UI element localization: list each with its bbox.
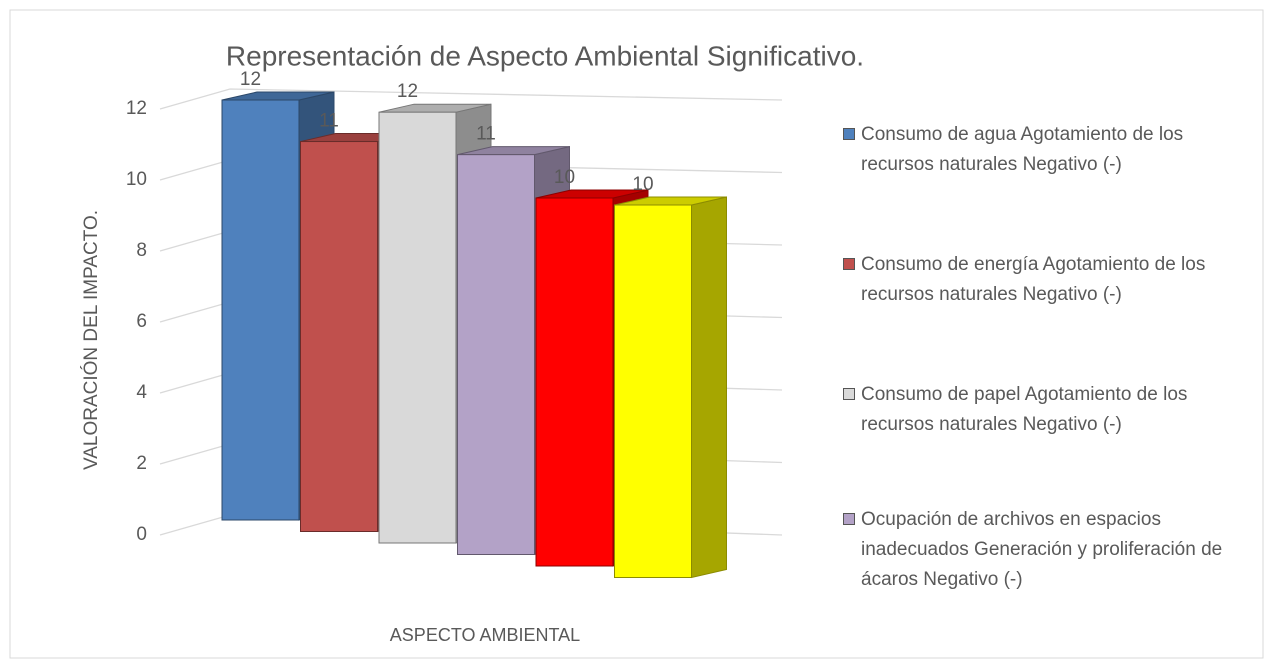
bar [535,197,614,567]
data-label: 12 [240,69,261,90]
x-axis-label: ASPECTO AMBIENTAL [390,625,580,645]
y-tick-label: 10 [126,169,147,190]
legend-label: Consumo de energía Agotamiento de los re… [861,254,1206,305]
bar-side [691,196,727,579]
legend-entry: Consumo de energía Agotamiento de los re… [843,250,1243,310]
y-tick-label: 8 [136,240,147,261]
y-axis-label: VALORACIÓN DEL IMPACTO. [80,210,102,470]
data-label: 10 [632,174,653,195]
data-label: 11 [476,124,496,145]
legend-swatch [843,513,855,525]
legend-swatch [843,128,855,140]
grid-line [159,88,783,110]
legend-swatch [843,388,855,400]
bar [457,154,535,555]
legend-entry: Consumo de agua Agotamiento de los recur… [843,120,1243,180]
y-tick-label: 4 [136,382,147,403]
y-tick-label: 12 [126,98,147,119]
bar [221,99,300,521]
data-label: 12 [397,81,418,102]
chart-title: Representación de Aspecto Ambiental Sign… [226,40,864,71]
legend-label: Consumo de agua Agotamiento de los recur… [861,124,1184,175]
legend-label: Consumo de papel Agotamiento de los recu… [861,384,1188,435]
legend-entry: Consumo de papel Agotamiento de los recu… [843,380,1243,440]
bar [378,111,457,544]
y-tick-label: 6 [136,311,147,332]
legend: Consumo de agua Agotamiento de los recur… [843,120,1243,664]
bar [300,141,378,533]
legend-label: Ocupación de archivos en espacios inadec… [861,509,1223,590]
bar [614,204,692,578]
legend-entry: Ocupación de archivos en espacios inadec… [843,505,1243,595]
data-label: 10 [554,167,575,188]
data-label: 11 [319,111,339,132]
y-tick-label: 2 [136,453,147,474]
legend-swatch [843,258,855,270]
y-tick-label: 0 [136,524,147,545]
